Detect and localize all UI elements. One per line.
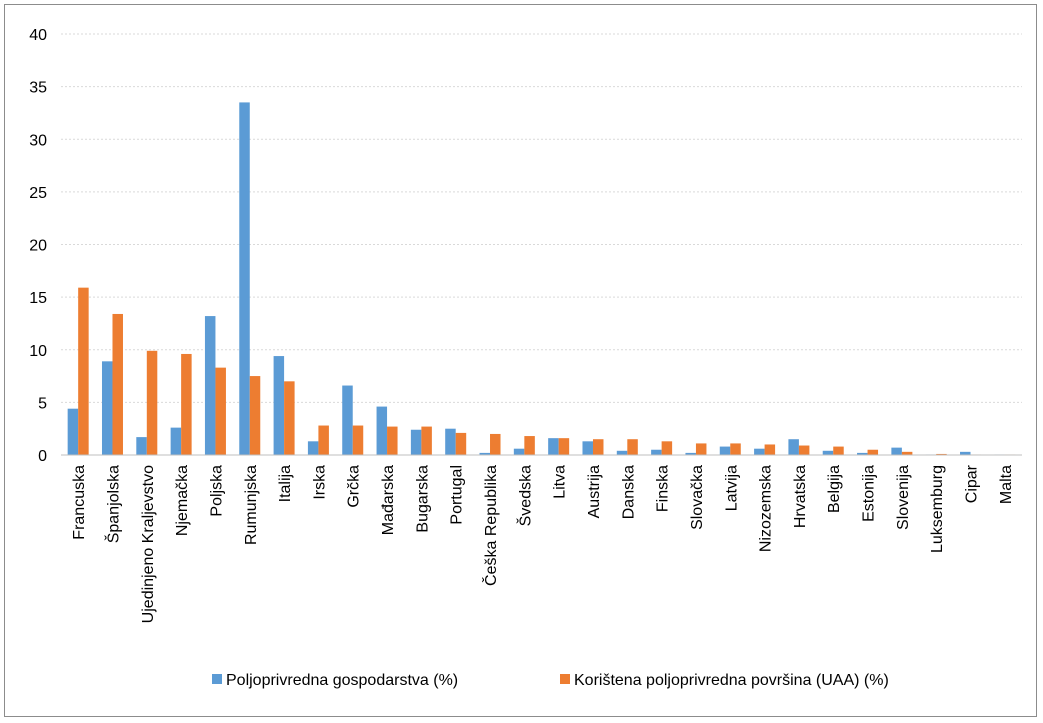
category-label: Francuska bbox=[71, 465, 88, 540]
category-label: Portugal bbox=[449, 465, 466, 525]
bar bbox=[479, 452, 491, 455]
bar bbox=[548, 438, 559, 455]
category-label: Litva bbox=[552, 465, 569, 499]
bar bbox=[455, 432, 467, 455]
category-label: Finska bbox=[655, 465, 672, 512]
bar bbox=[249, 376, 261, 455]
bar bbox=[754, 448, 765, 455]
bar bbox=[112, 313, 123, 455]
category-label: Rumunjska bbox=[243, 465, 260, 545]
category-label: Nizozemska bbox=[758, 465, 775, 552]
bar bbox=[936, 453, 947, 455]
bar bbox=[867, 449, 879, 455]
bar bbox=[730, 443, 741, 455]
bar bbox=[490, 433, 501, 455]
bar bbox=[136, 437, 147, 455]
bar bbox=[78, 287, 89, 455]
bar bbox=[421, 426, 432, 455]
bar bbox=[445, 428, 456, 455]
bar bbox=[273, 356, 285, 455]
y-tick-label: 40 bbox=[29, 27, 47, 44]
category-label: Italija bbox=[277, 465, 294, 502]
bar bbox=[67, 408, 79, 455]
bar bbox=[719, 446, 731, 455]
y-axis-tick-labels: 0 5 10 15 20 25 30 35 40 bbox=[29, 27, 47, 465]
bar bbox=[685, 452, 696, 455]
bar bbox=[513, 448, 525, 455]
legend-swatch bbox=[560, 674, 570, 684]
category-label: Hrvatska bbox=[792, 465, 809, 528]
category-label: Poljska bbox=[208, 465, 225, 517]
bar bbox=[857, 452, 868, 455]
bar bbox=[833, 446, 844, 455]
bar bbox=[146, 350, 158, 455]
y-tick-label: 25 bbox=[29, 185, 47, 202]
category-label: Ujedinjeno Kraljevstvo bbox=[140, 465, 157, 623]
y-tick-label: 5 bbox=[38, 395, 47, 412]
bar bbox=[215, 367, 226, 455]
bar bbox=[307, 441, 319, 455]
bar bbox=[524, 436, 535, 455]
legend-label: Korištena poljoprivredna površina (UAA) … bbox=[574, 672, 889, 689]
bar bbox=[410, 429, 422, 455]
bar bbox=[558, 438, 570, 455]
bar bbox=[204, 316, 216, 455]
category-label: Estonija bbox=[861, 465, 878, 522]
category-label: Bugarska bbox=[414, 465, 431, 533]
bar bbox=[891, 447, 902, 455]
bar bbox=[764, 444, 776, 455]
bar bbox=[651, 449, 662, 455]
bar bbox=[592, 439, 604, 455]
bar bbox=[342, 385, 353, 455]
y-tick-label: 15 bbox=[29, 290, 47, 307]
category-label: Grčka bbox=[346, 465, 363, 508]
bar bbox=[788, 439, 799, 455]
category-label: Austrija bbox=[586, 465, 603, 518]
y-tick-label: 20 bbox=[29, 238, 47, 255]
bar bbox=[960, 451, 971, 455]
category-label: Belgija bbox=[826, 465, 843, 513]
category-label: Danska bbox=[620, 465, 637, 519]
category-label: Malta bbox=[998, 465, 1015, 504]
category-label: Luksemburg bbox=[929, 465, 946, 553]
bar bbox=[318, 425, 329, 455]
bar bbox=[101, 361, 113, 455]
category-label: Irska bbox=[311, 465, 328, 500]
bar bbox=[661, 441, 673, 455]
bar bbox=[582, 441, 593, 455]
legend-swatch bbox=[212, 674, 222, 684]
bar bbox=[695, 443, 707, 455]
category-label: Slovačka bbox=[689, 465, 706, 530]
y-tick-label: 30 bbox=[29, 132, 47, 149]
category-label: Švedska bbox=[515, 465, 534, 526]
y-tick-label: 35 bbox=[29, 80, 47, 97]
bar bbox=[284, 381, 295, 455]
bar bbox=[239, 102, 250, 455]
category-label: Mađarska bbox=[380, 465, 397, 535]
category-labels: Francuska Španjolska Ujedinjeno Kraljevstv… bbox=[71, 464, 1015, 623]
category-label: Latvija bbox=[723, 465, 740, 511]
category-label: Španjolska bbox=[103, 465, 122, 543]
category-label: Njemačka bbox=[174, 465, 191, 536]
bar bbox=[627, 439, 638, 455]
legend: Poljoprivredna gospodarstva (%) Korištena… bbox=[212, 672, 889, 689]
bar bbox=[170, 427, 182, 455]
bar bbox=[352, 425, 364, 455]
bar bbox=[181, 353, 192, 455]
category-label: Slovenija bbox=[895, 465, 912, 530]
y-tick-label: 10 bbox=[29, 343, 47, 360]
legend-label: Poljoprivredna gospodarstva (%) bbox=[226, 672, 458, 689]
category-label: Češka Republika bbox=[481, 465, 500, 586]
category-label: Cipar bbox=[964, 464, 981, 503]
bar bbox=[616, 450, 628, 455]
bar bbox=[387, 426, 398, 455]
bars bbox=[67, 102, 1016, 455]
y-tick-label: 0 bbox=[38, 448, 47, 465]
bar bbox=[798, 445, 810, 455]
bar bbox=[822, 450, 834, 455]
bar bbox=[376, 406, 388, 455]
chart-frame bbox=[4, 4, 1037, 717]
bar bbox=[901, 451, 913, 455]
